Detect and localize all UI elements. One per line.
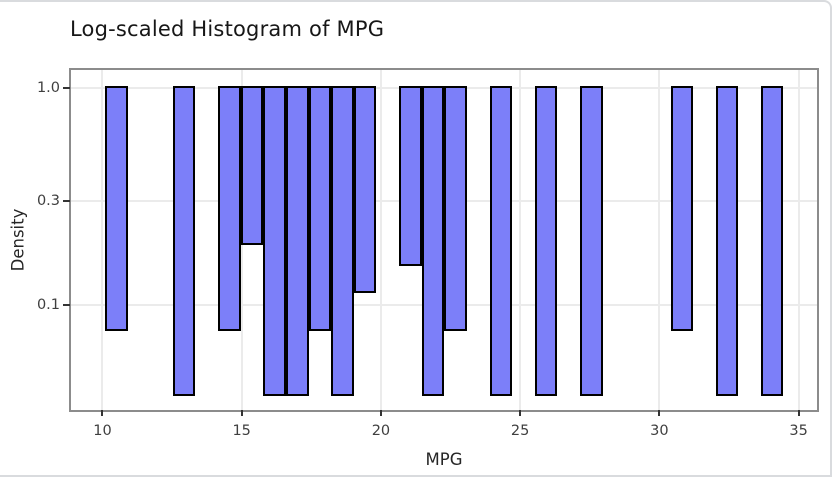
x-tick-label-30: 30 (650, 423, 669, 439)
histogram-bar (263, 86, 286, 397)
histogram-bar (580, 86, 603, 397)
histogram-bar (218, 86, 241, 332)
histogram-bar (285, 86, 309, 397)
histogram-bar (760, 86, 784, 397)
histogram-bar (421, 86, 445, 397)
histogram-bar (331, 86, 354, 397)
y-tick-label-0.1: 0.1 (36, 296, 60, 313)
y-tick-label-1: 1.0 (36, 79, 60, 96)
chart-title: Log-scaled Histogram of MPG (70, 17, 385, 41)
histogram-bar (534, 86, 558, 397)
histogram-bar (670, 86, 694, 332)
x-tick-label-20: 20 (371, 423, 391, 439)
histogram-bar (308, 86, 332, 332)
x-tick-30 (658, 410, 661, 416)
histogram-bar (399, 86, 422, 266)
histogram-bar (353, 86, 377, 293)
x-axis-label: MPG (425, 450, 463, 469)
x-tick-label-10: 10 (93, 423, 112, 439)
gridline-x-20 (379, 70, 382, 410)
x-tick-25 (519, 410, 522, 416)
histogram-bar (105, 86, 128, 332)
y-tick-1 (63, 86, 70, 89)
x-tick-10 (101, 410, 104, 416)
histogram-bar (172, 86, 196, 397)
histogram-bar (444, 86, 467, 332)
gridline-x-10 (101, 70, 104, 410)
x-tick-15 (240, 410, 243, 416)
histogram-bar (240, 86, 264, 245)
y-axis-label: Density (8, 208, 28, 272)
plot-panel (71, 70, 817, 410)
x-tick-label-25: 25 (510, 423, 530, 439)
gridline-x-35 (797, 70, 800, 410)
y-tick-label-0.3: 0.3 (36, 193, 60, 210)
histogram-bar (715, 86, 739, 397)
histogram-bar (489, 86, 513, 397)
gridline-x-30 (658, 70, 661, 410)
gridline-x-25 (519, 70, 522, 410)
x-tick-label-35: 35 (789, 423, 808, 439)
x-tick-35 (797, 410, 800, 416)
y-tick-0.1 (63, 303, 70, 306)
x-tick-label-15: 15 (232, 423, 251, 439)
y-tick-0.3 (63, 200, 70, 203)
x-tick-20 (379, 410, 382, 416)
